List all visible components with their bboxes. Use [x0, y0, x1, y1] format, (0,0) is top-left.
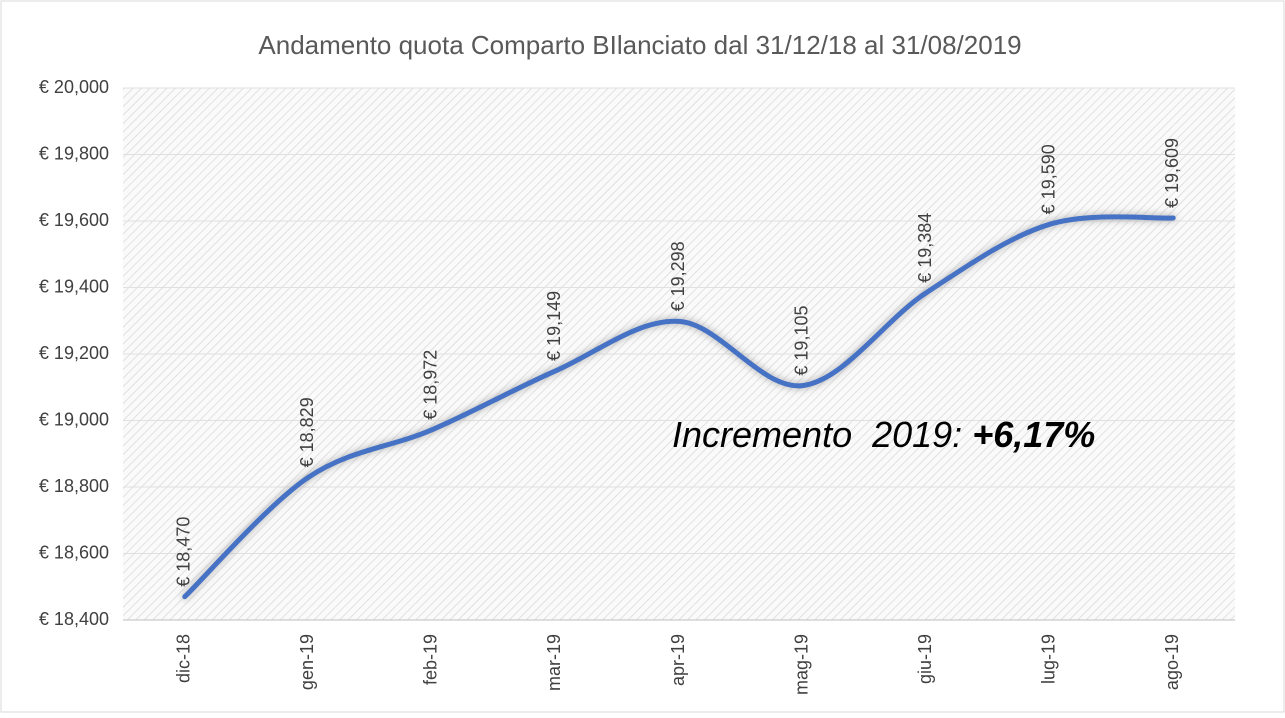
x-tick-label: mag-19 [791, 634, 811, 695]
data-label: € 19,298 [668, 241, 688, 311]
data-label: € 18,972 [421, 350, 441, 420]
data-label: € 19,590 [1038, 144, 1058, 214]
data-label: € 19,149 [544, 291, 564, 361]
y-tick-label: € 19,200 [39, 343, 109, 363]
x-tick-label: lug-19 [1038, 634, 1058, 684]
chart-title: Andamento quota Comparto BIlanciato dal … [258, 30, 1021, 60]
line [182, 214, 1176, 600]
y-tick-label: € 19,800 [39, 143, 109, 163]
x-tick-label: dic-18 [174, 634, 194, 683]
x-tick-label: gen-19 [297, 634, 317, 690]
annotation-highlight: +6,17% [972, 414, 1095, 455]
x-tick-label: feb-19 [421, 634, 441, 685]
y-tick-label: € 18,400 [39, 609, 109, 629]
data-label: € 18,829 [297, 397, 317, 467]
annotation: Incremento 2019: +6,17% [672, 414, 1095, 455]
y-tick-label: € 20,000 [39, 77, 109, 97]
y-tick-label: € 19,600 [39, 210, 109, 230]
data-label: € 19,384 [915, 213, 935, 283]
x-tick-label: ago-19 [1162, 634, 1182, 690]
x-tick-label: mar-19 [544, 634, 564, 691]
annotation-text: Incremento 2019: [672, 414, 972, 455]
y-tick-label: € 19,000 [39, 409, 109, 429]
y-tick-label: € 19,400 [39, 276, 109, 296]
x-tick-label: giu-19 [915, 634, 935, 684]
x-tick-label: apr-19 [668, 634, 688, 686]
data-label: € 19,609 [1162, 138, 1182, 208]
data-label: € 18,470 [174, 517, 194, 587]
y-tick-label: € 18,600 [39, 542, 109, 562]
data-label: € 19,105 [791, 306, 811, 376]
y-tick-label: € 18,800 [39, 476, 109, 496]
